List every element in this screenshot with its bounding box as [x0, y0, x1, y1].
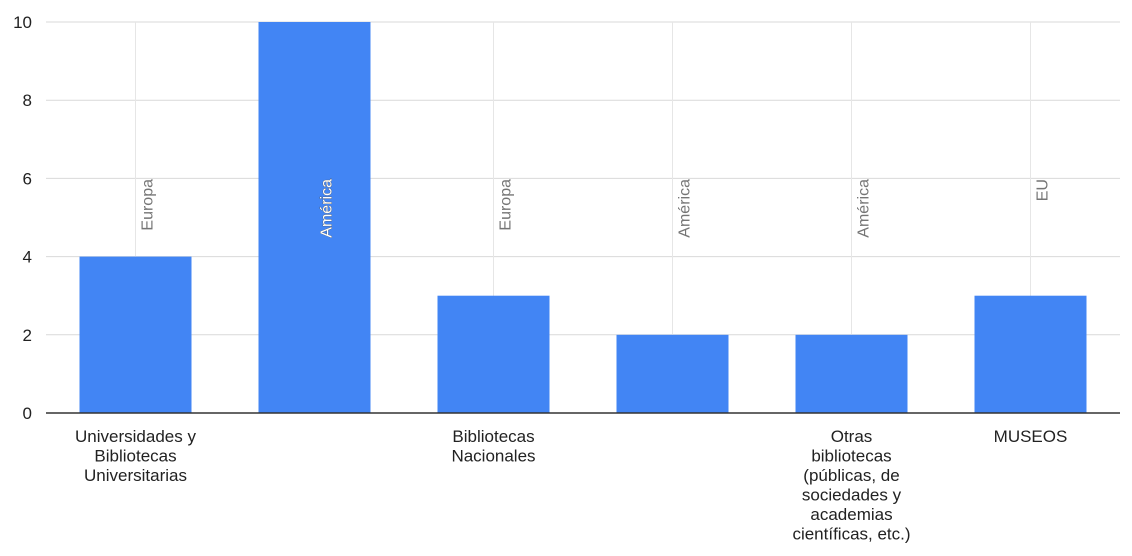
y-tick-label: 10: [13, 13, 32, 32]
bar-data-label: América: [319, 179, 336, 238]
gridlines: [46, 21, 1120, 413]
x-category-label: (públicas, de: [803, 466, 899, 485]
bar-data-label: Europa: [140, 179, 157, 231]
x-category-label: bibliotecas: [811, 447, 891, 466]
x-category-label: Universitarias: [84, 466, 187, 485]
bar: [79, 256, 192, 413]
y-tick-label: 8: [23, 91, 32, 110]
x-category-label: academias: [810, 505, 892, 524]
bar: [795, 334, 908, 413]
bar: [437, 295, 550, 413]
y-axis-ticks: 0 2 4 6 8 10: [13, 13, 32, 423]
bar-labels: Europa América Europa América América EU: [140, 179, 1052, 238]
x-category-label: Otras: [831, 427, 873, 446]
bar-data-label: América: [856, 179, 873, 238]
x-category-label: sociedades y: [802, 486, 902, 505]
bar-data-label: América: [677, 179, 694, 238]
x-category-label: MUSEOS: [994, 427, 1068, 446]
x-category-label: Bibliotecas: [452, 427, 534, 446]
x-axis-category-labels: Universidades yBibliotecasUniversitarias…: [75, 427, 1067, 544]
bar-data-label: Europa: [498, 179, 515, 231]
y-tick-label: 0: [23, 404, 32, 423]
x-category-label: Universidades y: [75, 427, 196, 446]
x-category-label: Bibliotecas: [94, 447, 176, 466]
bars: [79, 22, 1087, 413]
x-category-label: Nacionales: [451, 447, 535, 466]
y-tick-label: 2: [23, 326, 32, 345]
bar: [258, 22, 371, 413]
bar-data-label: EU: [1035, 179, 1052, 201]
bar: [974, 295, 1087, 413]
bar: [616, 334, 729, 413]
x-category-label: científicas, etc.): [792, 525, 910, 544]
y-tick-label: 6: [23, 169, 32, 188]
y-tick-label: 4: [23, 248, 32, 267]
